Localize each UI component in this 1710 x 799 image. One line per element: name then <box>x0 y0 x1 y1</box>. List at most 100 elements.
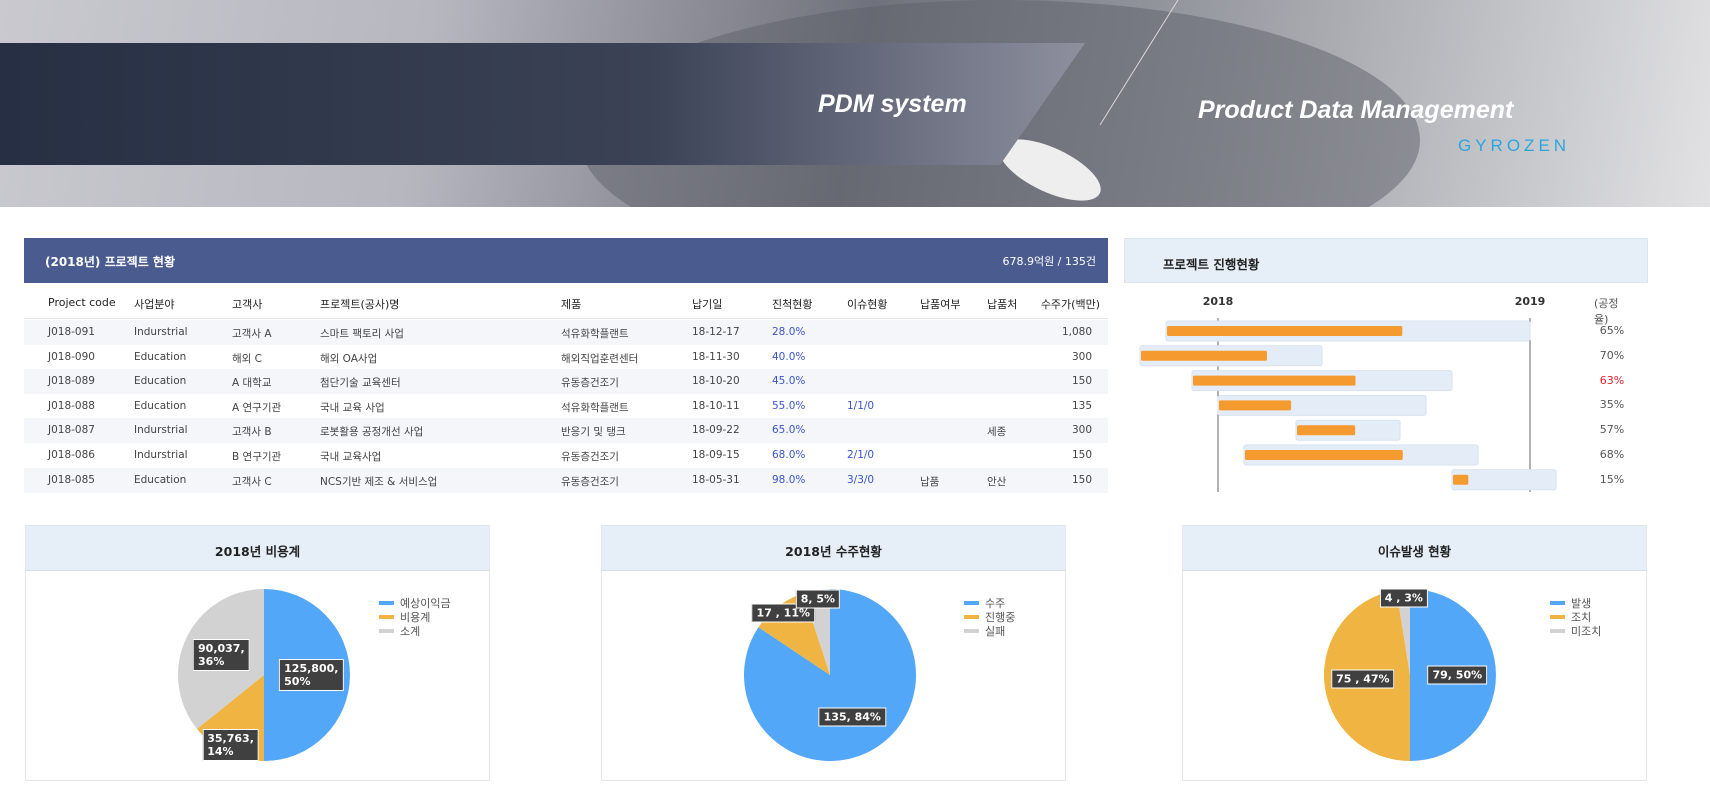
pie-data-label: 135, 84% <box>818 707 886 727</box>
legend-item[interactable]: 진행중 <box>964 610 1016 624</box>
table-cell: 1/1/0 <box>847 399 875 412</box>
table-cell: 18-11-30 <box>692 350 740 363</box>
legend-label: 진행중 <box>985 610 1016 624</box>
gantt-progress-bar[interactable] <box>1219 400 1292 411</box>
legend-item[interactable]: 예상이익금 <box>379 596 451 610</box>
table-cell: 300 <box>1071 350 1092 363</box>
legend-item[interactable]: 조치 <box>1550 610 1591 624</box>
pie-data-label: 17 , 11% <box>751 603 816 623</box>
column-header[interactable]: 납품처 <box>987 298 1018 311</box>
legend-item[interactable]: 소계 <box>379 624 421 638</box>
gantt-rate: 70% <box>1599 348 1625 362</box>
column-header[interactable]: 프로젝트(공사)명 <box>320 298 400 311</box>
legend-label: 예상이익금 <box>400 596 451 610</box>
table-cell: 석유화학플랜트 <box>561 328 629 340</box>
gantt-rate: 68% <box>1599 448 1625 461</box>
pie-data-label: 4 , 3% <box>1379 588 1428 608</box>
banner-graphic <box>0 0 1420 207</box>
pie-data-label: 35,763, 14% <box>202 728 259 761</box>
column-header[interactable]: 제품 <box>561 298 582 311</box>
legend-label: 실패 <box>985 624 1006 638</box>
gantt-progress-bar[interactable] <box>1141 350 1267 361</box>
table-cell: 45.0% <box>772 375 806 388</box>
table-cell: Education <box>134 473 187 486</box>
table-cell: 해외 C <box>232 352 262 365</box>
table-cell: 98.0% <box>772 473 806 486</box>
table-cell: J018-091 <box>48 326 95 338</box>
column-header[interactable]: 이슈현황 <box>847 298 888 311</box>
gantt-progress-bar[interactable] <box>1167 326 1403 336</box>
pie-data-label: 75 , 47% <box>1331 669 1395 689</box>
gantt-chart <box>1139 318 1557 492</box>
banner-subtitle: Product Data Management <box>1198 96 1514 124</box>
legend-item[interactable]: 수주 <box>964 596 1005 610</box>
table-title: (2018년) 프로젝트 현황 <box>45 255 176 269</box>
legend-swatch <box>1550 628 1565 633</box>
table-cell: 석유화학플랜트 <box>561 401 629 414</box>
table-cell: NCS기반 제조 & 서비스업 <box>320 475 438 488</box>
pie-header: 2018년 수주현황 <box>602 526 1065 571</box>
table-cell: 1,080 <box>1061 326 1092 338</box>
pie-slice[interactable] <box>1396 589 1410 675</box>
legend-swatch <box>379 600 394 605</box>
gantt-progress-bar[interactable] <box>1193 375 1356 386</box>
pie-data-label: 8, 5% <box>795 589 841 609</box>
column-header[interactable]: Project code <box>48 296 116 309</box>
table-header-bar: (2018년) 프로젝트 현황 678.9억원 / 135건 <box>24 238 1108 283</box>
legend-swatch <box>964 628 979 633</box>
pie-data-label: 79, 50% <box>1427 665 1488 685</box>
gantt-progress-bar[interactable] <box>1245 450 1403 460</box>
table-cell: 150 <box>1071 473 1092 486</box>
pie-panel: 2018년 비용계 125,800, 50% 예상이익금 35,763, 14% 비용계… <box>25 525 490 781</box>
legend-label: 비용계 <box>400 610 431 624</box>
pie-panel: 이슈발생 현황 79, 50% 발생 75 , 47% 조치 4 , 3% 미조치 <box>1182 525 1647 781</box>
legend-item[interactable]: 실패 <box>964 624 1006 638</box>
table-cell: Education <box>134 350 187 363</box>
gantt-progress-bar[interactable] <box>1453 474 1469 485</box>
table-cell: Indurstrial <box>134 424 188 437</box>
column-header[interactable]: 납품여부 <box>920 298 961 311</box>
legend-swatch <box>1550 600 1565 605</box>
gantt-progress-bar[interactable] <box>1297 425 1356 436</box>
table-row[interactable]: J018-089 Education A 대학교 첨단기술 교육센터 유동층건조기 18-… <box>24 369 1108 395</box>
table-row[interactable]: J018-085 Education 고객사 C NCS기반 제조 & 서비스업 유동층… <box>24 467 1108 493</box>
gantt-rate: 57% <box>1599 423 1625 437</box>
column-header[interactable]: 고객사 <box>232 298 263 311</box>
table-cell: 국내 교육 사업 <box>320 401 385 414</box>
system-title: PDM system <box>818 90 967 118</box>
column-header[interactable]: 수주가(백만) <box>1040 298 1100 311</box>
legend-swatch <box>964 600 979 605</box>
legend-item[interactable]: 발생 <box>1550 596 1591 610</box>
legend-label: 소계 <box>400 624 421 638</box>
table-cell: 유동층건조기 <box>561 377 619 390</box>
table-row[interactable]: J018-090 Education 해외 C 해외 OA사업 해외직업훈련센터 18-1… <box>24 345 1108 370</box>
pie-chart <box>744 589 916 761</box>
gantt-rate: 35% <box>1599 398 1625 412</box>
table-cell: J018-090 <box>48 350 95 363</box>
column-header[interactable]: 진척현황 <box>772 298 813 311</box>
table-row[interactable]: J018-087 Indurstrial 고객사 B 로봇활용 공정개선 사업 반응기 … <box>24 418 1108 444</box>
table-cell: Indurstrial <box>134 326 188 338</box>
table-row[interactable]: J018-088 Education A 연구기관 국내 교육 사업 석유화학플랜트 18… <box>24 394 1108 419</box>
table-row[interactable]: J018-086 Indurstrial B 연구기관 국내 교육사업 유동층건조기 18… <box>24 443 1108 468</box>
table-cell: J018-086 <box>48 449 95 461</box>
pie-chart <box>1324 589 1496 761</box>
header-divider <box>24 318 1108 319</box>
table-cell: 첨단기술 교육센터 <box>320 377 401 390</box>
pie-data-label: 125,800, 50% <box>279 659 344 691</box>
gantt-title: 프로젝트 진행현황 <box>1163 257 1260 272</box>
table-cell: 세종 <box>987 426 1007 439</box>
table-cell: J018-089 <box>48 375 95 388</box>
gantt-header: 프로젝트 진행현황 <box>1124 238 1648 283</box>
column-header[interactable]: 납기일 <box>692 298 723 311</box>
table-cell: 납품 <box>920 475 940 488</box>
legend-item[interactable]: 비용계 <box>379 610 431 624</box>
banner: PDM system Product Data Management GYROZ… <box>0 0 1710 207</box>
table-cell: 28.0% <box>772 326 806 338</box>
table-cell: 68.0% <box>772 449 806 461</box>
table-row[interactable]: J018-091 Indurstrial 고객사 A 스마트 팩토리 사업 석유화학플랜… <box>24 320 1108 345</box>
table-cell: 18-10-11 <box>692 399 740 412</box>
column-header[interactable]: 사업분야 <box>134 298 175 311</box>
legend-item[interactable]: 미조치 <box>1550 624 1601 638</box>
table-cell: Education <box>134 399 187 412</box>
